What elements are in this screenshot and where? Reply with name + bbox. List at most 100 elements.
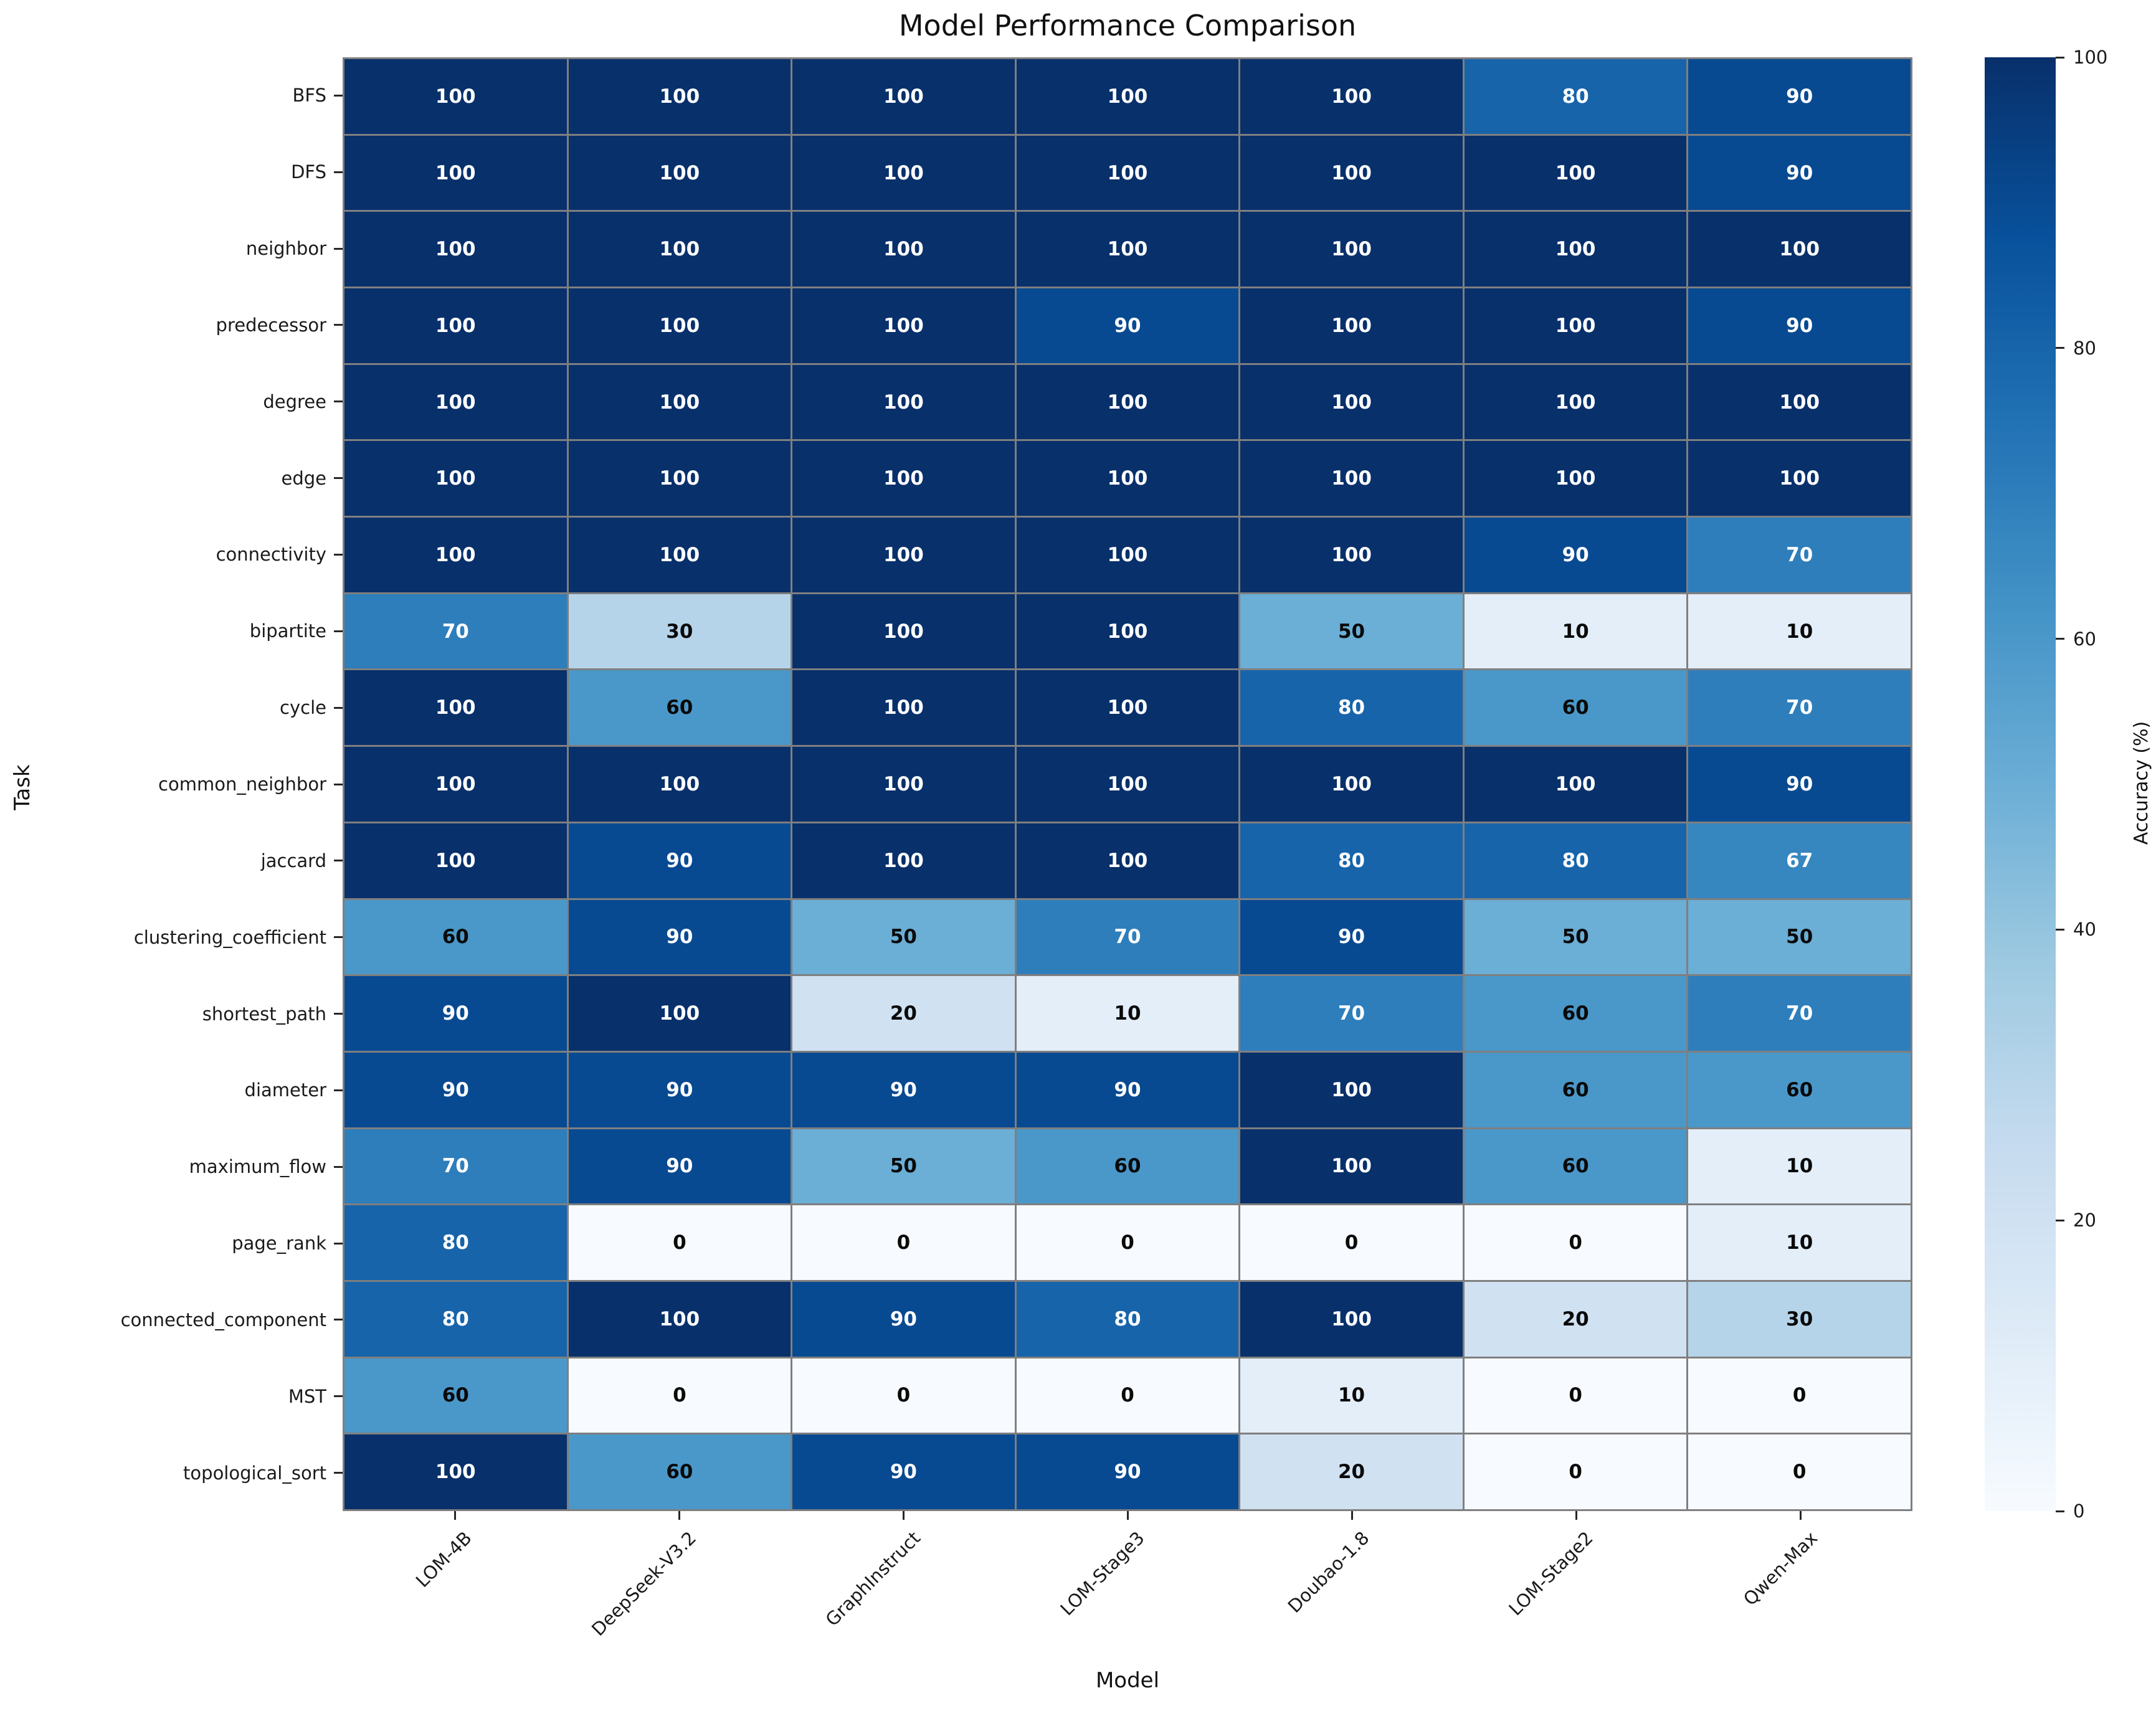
heatmap-cell: 0 bbox=[1016, 1205, 1239, 1280]
heatmap-cell: 50 bbox=[792, 899, 1015, 975]
heatmap-cell: 100 bbox=[1688, 364, 1911, 440]
heatmap-cell: 0 bbox=[1240, 1205, 1463, 1280]
colorbar-tick-mark bbox=[2056, 638, 2064, 640]
heatmap-cell: 90 bbox=[344, 976, 567, 1051]
heatmap-cell: 100 bbox=[792, 518, 1015, 592]
heatmap-cell: 20 bbox=[1464, 1281, 1687, 1357]
heatmap-cell: 100 bbox=[792, 364, 1015, 440]
heatmap-cell: 100 bbox=[344, 1434, 567, 1509]
y-tick-mark bbox=[334, 936, 343, 939]
heatmap-cell: 100 bbox=[1240, 518, 1463, 592]
heatmap-cell: 80 bbox=[1464, 59, 1687, 134]
heatmap-cell: 20 bbox=[792, 976, 1015, 1051]
heatmap-cell: 0 bbox=[568, 1205, 791, 1280]
y-tick-mark bbox=[334, 1395, 343, 1398]
y-tick-mark bbox=[334, 630, 343, 632]
heatmap-cell: 100 bbox=[1240, 1052, 1463, 1127]
heatmap-cell: 10 bbox=[1016, 976, 1239, 1051]
heatmap-cell: 50 bbox=[1240, 594, 1463, 669]
heatmap-cell: 100 bbox=[792, 670, 1015, 746]
chart-title: Model Performance Comparison bbox=[898, 9, 1357, 42]
y-tick-label: maximum_flow bbox=[189, 1156, 326, 1178]
heatmap-cell: 70 bbox=[344, 594, 567, 669]
heatmap-cell: 100 bbox=[792, 441, 1015, 516]
heatmap-cell: 50 bbox=[792, 1129, 1015, 1204]
heatmap-cell: 100 bbox=[1240, 1129, 1463, 1204]
y-tick-label: DFS bbox=[291, 161, 326, 183]
y-tick-mark bbox=[334, 324, 343, 326]
heatmap-cell: 100 bbox=[1016, 823, 1239, 898]
heatmap-cell: 90 bbox=[1688, 135, 1911, 211]
heatmap-cell: 100 bbox=[1016, 135, 1239, 211]
heatmap-cell: 100 bbox=[1240, 135, 1463, 211]
heatmap-cell: 100 bbox=[1464, 288, 1687, 363]
heatmap-cell: 20 bbox=[1240, 1434, 1463, 1509]
heatmap-cell: 60 bbox=[344, 1358, 567, 1433]
y-tick-label: BFS bbox=[292, 85, 326, 107]
heatmap-cell: 67 bbox=[1688, 823, 1911, 898]
heatmap-cell: 80 bbox=[1464, 823, 1687, 898]
heatmap-cell: 100 bbox=[344, 518, 567, 592]
heatmap-cell: 100 bbox=[792, 288, 1015, 363]
heatmap-cell: 100 bbox=[1464, 212, 1687, 287]
heatmap-cell: 100 bbox=[344, 441, 567, 516]
x-tick-mark bbox=[1799, 1511, 1802, 1520]
heatmap-cell: 60 bbox=[1464, 670, 1687, 746]
heatmap-cell: 100 bbox=[344, 823, 567, 898]
heatmap-cell: 90 bbox=[1464, 518, 1687, 592]
heatmap-cell: 90 bbox=[568, 1052, 791, 1127]
y-tick-mark bbox=[334, 171, 343, 173]
heatmap-cell: 100 bbox=[1016, 518, 1239, 592]
heatmap-cell: 100 bbox=[344, 59, 567, 134]
heatmap-cell: 100 bbox=[344, 364, 567, 440]
heatmap-cell: 90 bbox=[568, 823, 791, 898]
heatmap-cell: 100 bbox=[1016, 59, 1239, 134]
heatmap-cell: 100 bbox=[1240, 59, 1463, 134]
x-tick-label: Doubao-1.8 bbox=[1283, 1527, 1374, 1617]
heatmap-cell: 90 bbox=[1016, 1434, 1239, 1509]
y-tick-label: MST bbox=[288, 1385, 326, 1407]
heatmap-cell: 100 bbox=[792, 747, 1015, 822]
heatmap-cell: 100 bbox=[568, 976, 791, 1051]
heatmap-cell: 60 bbox=[1464, 976, 1687, 1051]
y-tick-mark bbox=[334, 401, 343, 403]
heatmap-cell: 30 bbox=[1688, 1281, 1911, 1357]
y-tick-label: bipartite bbox=[249, 620, 326, 642]
x-tick-label: LOM-Stage3 bbox=[1056, 1527, 1149, 1620]
heatmap-cell: 100 bbox=[568, 288, 791, 363]
heatmap-cell: 100 bbox=[792, 594, 1015, 669]
y-tick-mark bbox=[334, 1242, 343, 1245]
colorbar-tick-mark bbox=[2056, 1510, 2064, 1512]
heatmap-cell: 100 bbox=[1240, 441, 1463, 516]
y-tick-label: predecessor bbox=[216, 314, 326, 336]
heatmap-cell: 100 bbox=[1240, 364, 1463, 440]
y-tick-mark bbox=[334, 783, 343, 785]
heatmap-cell: 100 bbox=[1464, 441, 1687, 516]
heatmap-cell: 70 bbox=[1688, 518, 1911, 592]
heatmap-cell: 100 bbox=[1016, 441, 1239, 516]
heatmap-cell: 60 bbox=[568, 670, 791, 746]
heatmap-cell: 60 bbox=[568, 1434, 791, 1509]
heatmap-cell: 90 bbox=[792, 1052, 1015, 1127]
heatmap-cell: 0 bbox=[1688, 1358, 1911, 1433]
colorbar-tick-mark bbox=[2056, 1219, 2064, 1221]
heatmap-cell: 90 bbox=[1016, 1052, 1239, 1127]
x-axis-title: Model bbox=[1095, 1668, 1160, 1693]
heatmap-cell: 0 bbox=[792, 1358, 1015, 1433]
heatmap-cell: 100 bbox=[1464, 364, 1687, 440]
y-tick-label: connected_component bbox=[120, 1309, 326, 1330]
heatmap-cell: 90 bbox=[568, 899, 791, 975]
heatmap-cell: 60 bbox=[1464, 1052, 1687, 1127]
heatmap-cell: 0 bbox=[792, 1205, 1015, 1280]
heatmap-grid: 100 100 100 100 100 80 90 100 100 100 100 100 100 90 1… bbox=[343, 57, 1912, 1511]
heatmap-cell: 10 bbox=[1688, 1129, 1911, 1204]
heatmap-cell: 50 bbox=[1464, 899, 1687, 975]
y-tick-mark bbox=[334, 553, 343, 556]
heatmap-cell: 100 bbox=[1016, 747, 1239, 822]
heatmap-cell: 100 bbox=[1016, 594, 1239, 669]
y-tick-mark bbox=[334, 1319, 343, 1321]
heatmap-cell: 100 bbox=[1016, 212, 1239, 287]
heatmap-cell: 100 bbox=[1016, 670, 1239, 746]
heatmap-cell: 100 bbox=[344, 747, 567, 822]
